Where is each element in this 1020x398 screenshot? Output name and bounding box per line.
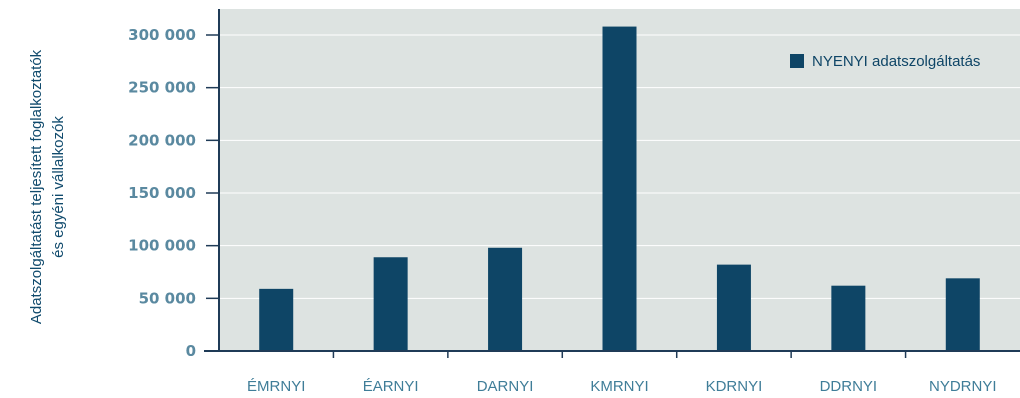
bar — [373, 257, 408, 351]
x-tick-label: KMRNYI — [590, 378, 648, 395]
bar — [716, 264, 751, 351]
y-tick-label: 150 000 — [128, 184, 196, 202]
bar — [259, 288, 294, 351]
x-tick-label: DARNYI — [477, 378, 534, 395]
bar — [602, 26, 637, 351]
legend: NYENYI adatszolgáltatás — [790, 53, 980, 70]
x-tick-label: ÉARNYI — [363, 378, 419, 395]
y-tick-label: 50 000 — [139, 289, 196, 307]
x-tick-label: DDRNYI — [820, 378, 878, 395]
bar — [488, 247, 523, 351]
x-tick-label: NYDRNYI — [929, 378, 997, 395]
y-axis-title-line-2: és egyéni vállalkozók — [50, 116, 67, 258]
x-tick-label: ÉMRNYI — [247, 378, 305, 395]
y-axis-ticks: 0 50 000 100 000 150 000 200 000 250 000 300 0… — [128, 26, 219, 360]
y-axis-title-line-1: Adatszolgáltatást teljesített foglalkozt… — [28, 49, 45, 324]
legend-label: NYENYI adatszolgáltatás — [812, 53, 980, 70]
x-tick-label: KDRNYI — [706, 378, 763, 395]
y-tick-label: 300 000 — [128, 26, 196, 44]
x-axis-ticks: ÉMRNYI ÉARNYI DARNYI KMRNYI KDRNYI DDRNYI NYDR… — [247, 351, 997, 395]
bars — [259, 26, 980, 351]
legend-swatch — [790, 54, 804, 68]
bar — [831, 285, 866, 351]
y-axis-title: Adatszolgáltatást teljesített foglalkozt… — [28, 49, 67, 324]
y-tick-label: 200 000 — [128, 131, 196, 149]
bar — [945, 278, 980, 351]
y-tick-label: 100 000 — [128, 237, 196, 255]
y-tick-label: 0 — [186, 342, 196, 360]
y-tick-label: 250 000 — [128, 79, 196, 97]
